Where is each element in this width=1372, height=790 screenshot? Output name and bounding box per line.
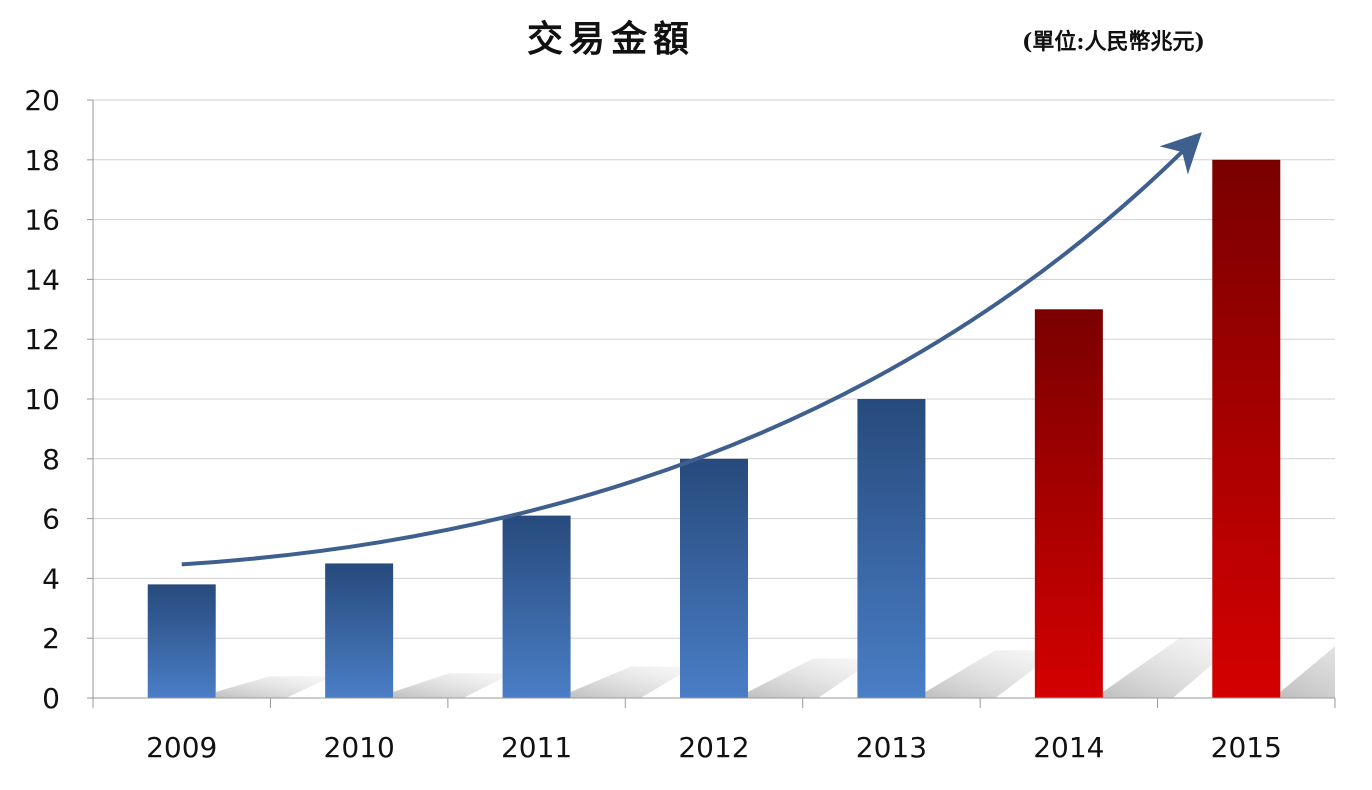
x-tick-label: 2010 — [324, 731, 395, 764]
bar-2012 — [680, 458, 748, 698]
y-tick-label: 14 — [24, 263, 60, 296]
x-tick-label: 2014 — [1033, 731, 1104, 764]
bar-2013 — [857, 399, 926, 698]
x-tick-label: 2015 — [1211, 731, 1282, 764]
chart-title: 交易金額 — [527, 18, 696, 60]
axes — [92, 100, 1336, 708]
bar-shadow — [571, 666, 694, 698]
bar-shadow — [925, 650, 1058, 698]
bar-shadow — [216, 676, 334, 698]
bar-shadow — [393, 673, 512, 698]
x-tick-label: 2012 — [678, 731, 749, 764]
bar-2014 — [1034, 309, 1103, 698]
bar-2011 — [502, 515, 571, 698]
bar-2010 — [325, 563, 394, 698]
bar-2015 — [1212, 159, 1281, 699]
y-tick-label: 12 — [24, 323, 60, 356]
y-tick-label: 0 — [42, 682, 60, 715]
x-tick-labels: 2009 2010 2011 2012 2013 2014 2015 — [146, 731, 1282, 764]
bar-shadow — [1103, 638, 1244, 698]
bars — [147, 159, 1281, 699]
y-tick-labels: 0 2 4 6 8 10 12 14 16 18 20 — [24, 84, 60, 715]
y-tick-label: 16 — [24, 204, 60, 237]
y-tick-label: 2 — [42, 622, 60, 655]
y-tick-label: 10 — [24, 383, 60, 416]
y-tick-label: 8 — [42, 443, 60, 476]
bar-shadow — [1280, 617, 1372, 698]
y-tick-label: 20 — [24, 84, 60, 117]
bar-shadow — [748, 659, 876, 698]
trend-arrow — [181, 132, 1202, 567]
unit-label: (單位:人民幣兆元) — [1022, 29, 1205, 55]
y-tick-label: 6 — [42, 503, 60, 536]
bar-shadows — [216, 617, 1372, 698]
x-tick-label: 2009 — [146, 731, 217, 764]
bar-2009 — [147, 584, 216, 698]
x-tick-label: 2013 — [856, 731, 927, 764]
x-tick-label: 2011 — [501, 731, 572, 764]
y-tick-label: 4 — [42, 562, 60, 595]
y-tick-label: 18 — [24, 144, 60, 177]
